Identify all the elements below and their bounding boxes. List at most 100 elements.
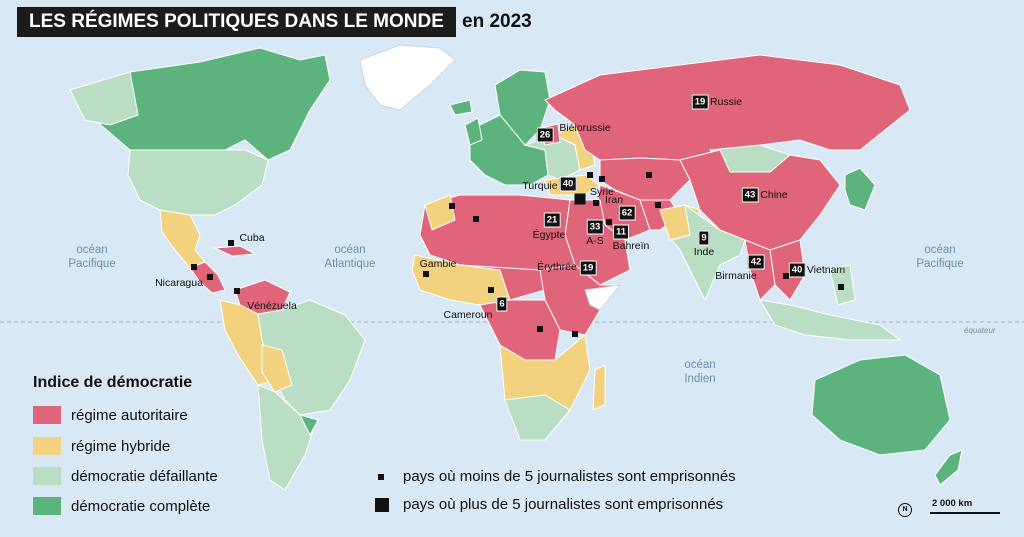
badge-russie: 19 (691, 94, 709, 110)
indochina-shape (769, 239, 806, 301)
cuba-shape (213, 245, 257, 257)
malaysia-indonesia-shape (759, 299, 902, 341)
label-cameroun: Cameroun (443, 309, 493, 321)
badge-erythree: 19 (579, 260, 597, 276)
korea-japan-shape (844, 167, 876, 211)
journalists-marker-small (655, 202, 661, 208)
new-zealand-shape (934, 449, 963, 486)
label-gambie: Gambie (419, 258, 457, 270)
ocean-pacific-west: océan Pacifique (68, 244, 116, 270)
legend-item-full: démocratie complète (33, 496, 210, 516)
badge-cameroun: 6 (496, 296, 508, 312)
badge-as: 33 (586, 219, 604, 235)
label-nicaragua: Nicaragua (155, 277, 203, 289)
sahel-shape (459, 264, 546, 301)
legend-small-square-icon (378, 473, 384, 480)
badge-iran: 62 (618, 205, 636, 221)
legend-swatch-flawed (33, 467, 61, 485)
journalists-marker-big (574, 193, 586, 205)
badge-vietnam: 40 (788, 262, 806, 278)
uruguay-shape (299, 414, 319, 437)
ocean-pacific-east: océan Pacifique (916, 244, 964, 270)
legend-journalists-small: pays où moins de 5 journalistes sont emp… (375, 468, 736, 485)
label-turquie: Turquie (522, 180, 558, 192)
badge-birmanie: 42 (747, 254, 765, 270)
label-bielorussie: Biélorussie (559, 122, 611, 134)
legend-big-square-icon (375, 497, 389, 512)
journalists-marker-small (646, 172, 652, 178)
label-inde: Inde (693, 246, 715, 258)
journalists-marker-small (234, 288, 240, 294)
badge-turquie: 40 (559, 176, 577, 192)
legend-label-authoritarian: régime autoritaire (71, 406, 188, 424)
morocco-shape (424, 194, 456, 231)
journalists-marker-small (488, 287, 494, 293)
legend-label-flawed: démocratie défaillante (71, 467, 218, 485)
ocean-indian: océan Indien (684, 359, 716, 385)
ocean-atlantic: océan Atlantique (324, 244, 376, 270)
badge-bielorussie: 26 (536, 127, 554, 143)
label-egypte: Égypte (532, 229, 566, 241)
legend-swatch-authoritarian (33, 406, 61, 424)
journalists-marker-small (593, 200, 599, 206)
legend-label-full: démocratie complète (71, 497, 211, 515)
legend-journalists-small-label: pays où moins de 5 journalistes sont emp… (403, 468, 736, 485)
label-venezuela: Vénézuela (247, 300, 297, 312)
journalists-marker-small (537, 326, 543, 332)
journalists-marker-small (228, 240, 234, 246)
india-shape (671, 203, 746, 302)
journalists-marker-small (606, 219, 612, 225)
legend-swatch-hybrid (33, 437, 61, 455)
scale-label: 2 000 km (932, 498, 973, 509)
somalia-shape (584, 284, 622, 311)
madagascar-shape (592, 364, 606, 411)
label-syrie: Syrie (590, 186, 614, 198)
equator-label: équateur (964, 326, 996, 335)
label-as: A-S (586, 235, 604, 247)
badge-chine: 43 (741, 187, 759, 203)
journalists-marker-small (207, 274, 213, 280)
journalists-marker-small (599, 176, 605, 182)
uk-shape (464, 117, 483, 146)
journalists-marker-small (423, 271, 429, 277)
journalists-marker-small (838, 284, 844, 290)
journalists-marker-small (572, 331, 578, 337)
greenland-shape (359, 44, 456, 111)
south-africa-shape (504, 394, 571, 441)
label-erythree: Érythrée (537, 261, 577, 273)
map-title: LES RÉGIMES POLITIQUES DANS LE MONDE (17, 7, 456, 37)
map-year: en 2023 (462, 11, 532, 32)
australia-shape (811, 354, 951, 456)
badge-inde: 9 (698, 230, 710, 246)
journalists-marker-small (783, 273, 789, 279)
legend-title: Indice de démocratie (33, 374, 193, 391)
label-vietnam: Vietnam (806, 264, 846, 276)
legend-item-flawed: démocratie défaillante (33, 466, 218, 486)
legend-swatch-full (33, 497, 61, 515)
label-cuba: Cuba (239, 232, 265, 244)
legend-journalists-big: pays où plus de 5 journalistes sont empr… (375, 496, 723, 513)
badge-egypte: 21 (543, 212, 561, 228)
label-iran: Iran (604, 194, 624, 206)
label-birmanie: Birmanie (715, 270, 757, 282)
journalists-marker-small (473, 216, 479, 222)
legend-item-authoritarian: régime autoritaire (33, 405, 188, 425)
usa-shape (127, 149, 269, 216)
alaska-shape (69, 71, 139, 126)
russia-shape (544, 54, 911, 161)
western-europe-shape (469, 114, 549, 186)
scale-bar (930, 512, 1000, 514)
journalists-marker-small (587, 172, 593, 178)
legend-label-hybrid: régime hybride (71, 437, 171, 455)
iceland-shape (449, 99, 473, 116)
label-russie: Russie (709, 96, 743, 108)
argentina-chile-shape (257, 384, 316, 491)
label-chine: Chine (760, 189, 788, 201)
journalists-marker-small (449, 203, 455, 209)
journalists-marker-small (191, 264, 197, 270)
legend-item-hybrid: régime hybride (33, 436, 170, 456)
north-arrow-icon: N (898, 503, 912, 517)
china-shape (679, 149, 841, 251)
label-bahrein: Bahreïn (612, 240, 650, 252)
